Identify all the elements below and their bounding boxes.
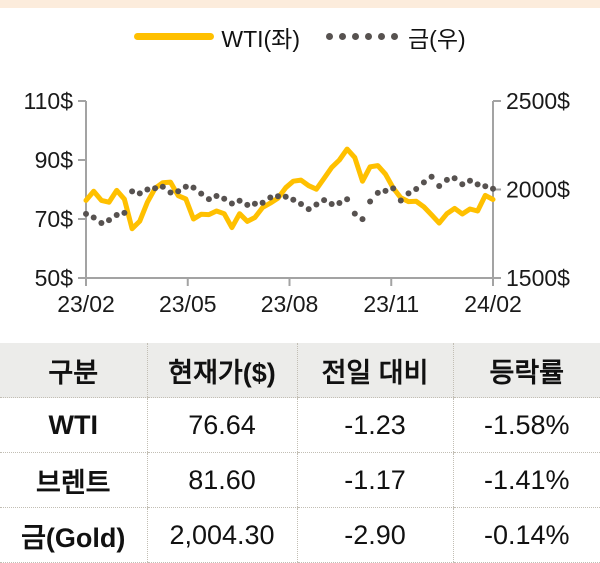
daily-change: -1.23 [296,397,453,453]
price-chart: 110$ 90$ 70$ 50$ 2500$ 2000$ 1500$ 23/02 23/05 23… [24,88,571,317]
header-cell-change: 전일 대비 [296,343,453,398]
top-accent-strip [0,0,600,8]
prices-table: 구분 현재가($) 전일 대비 등락률 WTI 76.64 -1.23 -1.5… [0,343,600,563]
table-row-wti: WTI 76.64 -1.23 -1.58% [0,397,600,453]
legend-dot [378,33,385,40]
change-pct: -1.41% [452,452,600,508]
svg-text:2500$: 2500$ [506,88,570,114]
change-pct: -0.14% [452,507,600,563]
gold-dots-swatch [326,33,398,40]
svg-text:1500$: 1500$ [506,265,570,291]
svg-text:50$: 50$ [35,265,74,291]
header-cell-pct: 등락률 [452,343,600,398]
svg-text:23/11: 23/11 [363,291,419,317]
svg-text:70$: 70$ [35,206,74,232]
svg-text:110$: 110$ [24,88,74,114]
current-price: 2,004.30 [146,507,297,563]
svg-text:23/08: 23/08 [261,291,319,317]
svg-text:23/02: 23/02 [57,291,115,317]
svg-text:90$: 90$ [35,147,74,173]
svg-text:23/05: 23/05 [159,291,217,317]
change-pct: -1.58% [452,397,600,453]
current-price: 81.60 [146,452,297,508]
table-row-gold: 금(Gold) 2,004.30 -2.90 -0.14% [0,507,600,563]
svg-text:2000$: 2000$ [506,177,570,203]
chart-legend: WTI(좌) 금(우) [0,8,600,65]
legend-label-wti: WTI(좌) [221,25,300,52]
price-table-section: 구분 현재가($) 전일 대비 등락률 WTI 76.64 -1.23 -1.5… [0,343,600,563]
legend-dot [365,33,372,40]
legend-dot [391,33,398,40]
row-label: WTI [0,397,147,453]
legend-dot [339,33,346,40]
table-header-row: 구분 현재가($) 전일 대비 등락률 [0,343,600,398]
table-row-brent: 브렌트 81.60 -1.17 -1.41% [0,452,600,508]
header-cell-category: 구분 [0,343,147,398]
legend-label-gold: 금(우) [408,25,466,52]
legend-item-gold: 금(우) [326,20,466,54]
legend-dot [352,33,359,40]
svg-text:24/02: 24/02 [464,291,522,317]
header-cell-price: 현재가($) [146,343,297,398]
current-price: 76.64 [146,397,297,453]
daily-change: -1.17 [296,452,453,508]
row-label: 금(Gold) [0,507,147,563]
row-label: 브렌트 [0,452,147,508]
wti-line-swatch [134,33,215,40]
legend-item-wti: WTI(좌) [134,20,300,54]
daily-change: -2.90 [296,507,453,563]
legend-dot [326,33,333,40]
